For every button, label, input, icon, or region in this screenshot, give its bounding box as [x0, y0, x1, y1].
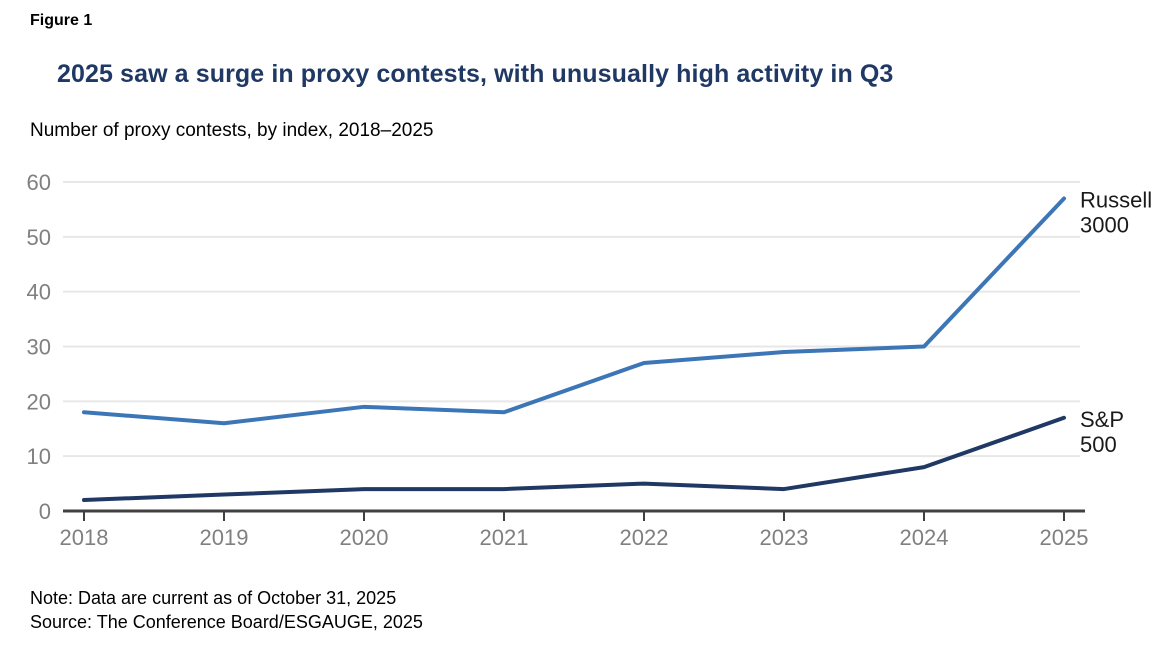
chart-title: 2025 saw a surge in proxy contests, with… [57, 60, 894, 88]
series-label-s-p-500-line1: S&P [1080, 407, 1124, 432]
y-axis-label-30: 30 [27, 335, 51, 360]
chart-subtitle: Number of proxy contests, by index, 2018… [30, 120, 434, 141]
x-axis-label-2023: 2023 [760, 525, 809, 550]
x-axis-label-2022: 2022 [620, 525, 669, 550]
y-axis-label-50: 50 [27, 225, 51, 250]
series-label-russell-3000-line2: 3000 [1080, 212, 1129, 237]
chart-source: Source: The Conference Board/ESGAUGE, 20… [30, 612, 423, 632]
series-line-russell-3000 [82, 196, 1066, 426]
y-axis-label-40: 40 [27, 280, 51, 305]
line-chart: 0 10 20 30 40 50 60 2018 2019 2020 2021 2022 2023 202… [27, 170, 1153, 550]
x-axis-label-2025: 2025 [1040, 525, 1089, 550]
y-axis-label-60: 60 [27, 170, 51, 195]
x-axis-label-2020: 2020 [340, 525, 389, 550]
x-axis-label-2021: 2021 [480, 525, 529, 550]
figure-label: Figure 1 [30, 12, 93, 29]
y-axis-label-20: 20 [27, 389, 51, 414]
y-axis-label-10: 10 [27, 444, 51, 469]
series-line-s-p-500 [82, 415, 1066, 503]
x-axis-label-2019: 2019 [200, 525, 249, 550]
x-axis-label-2018: 2018 [60, 525, 109, 550]
x-axis-label-2024: 2024 [900, 525, 949, 550]
series-label-russell-3000-line1: Russell [1080, 187, 1152, 212]
y-axis-label-0: 0 [39, 499, 51, 524]
series-label-s-p-500-line2: 500 [1080, 432, 1117, 457]
chart-note: Note: Data are current as of October 31,… [30, 588, 397, 608]
